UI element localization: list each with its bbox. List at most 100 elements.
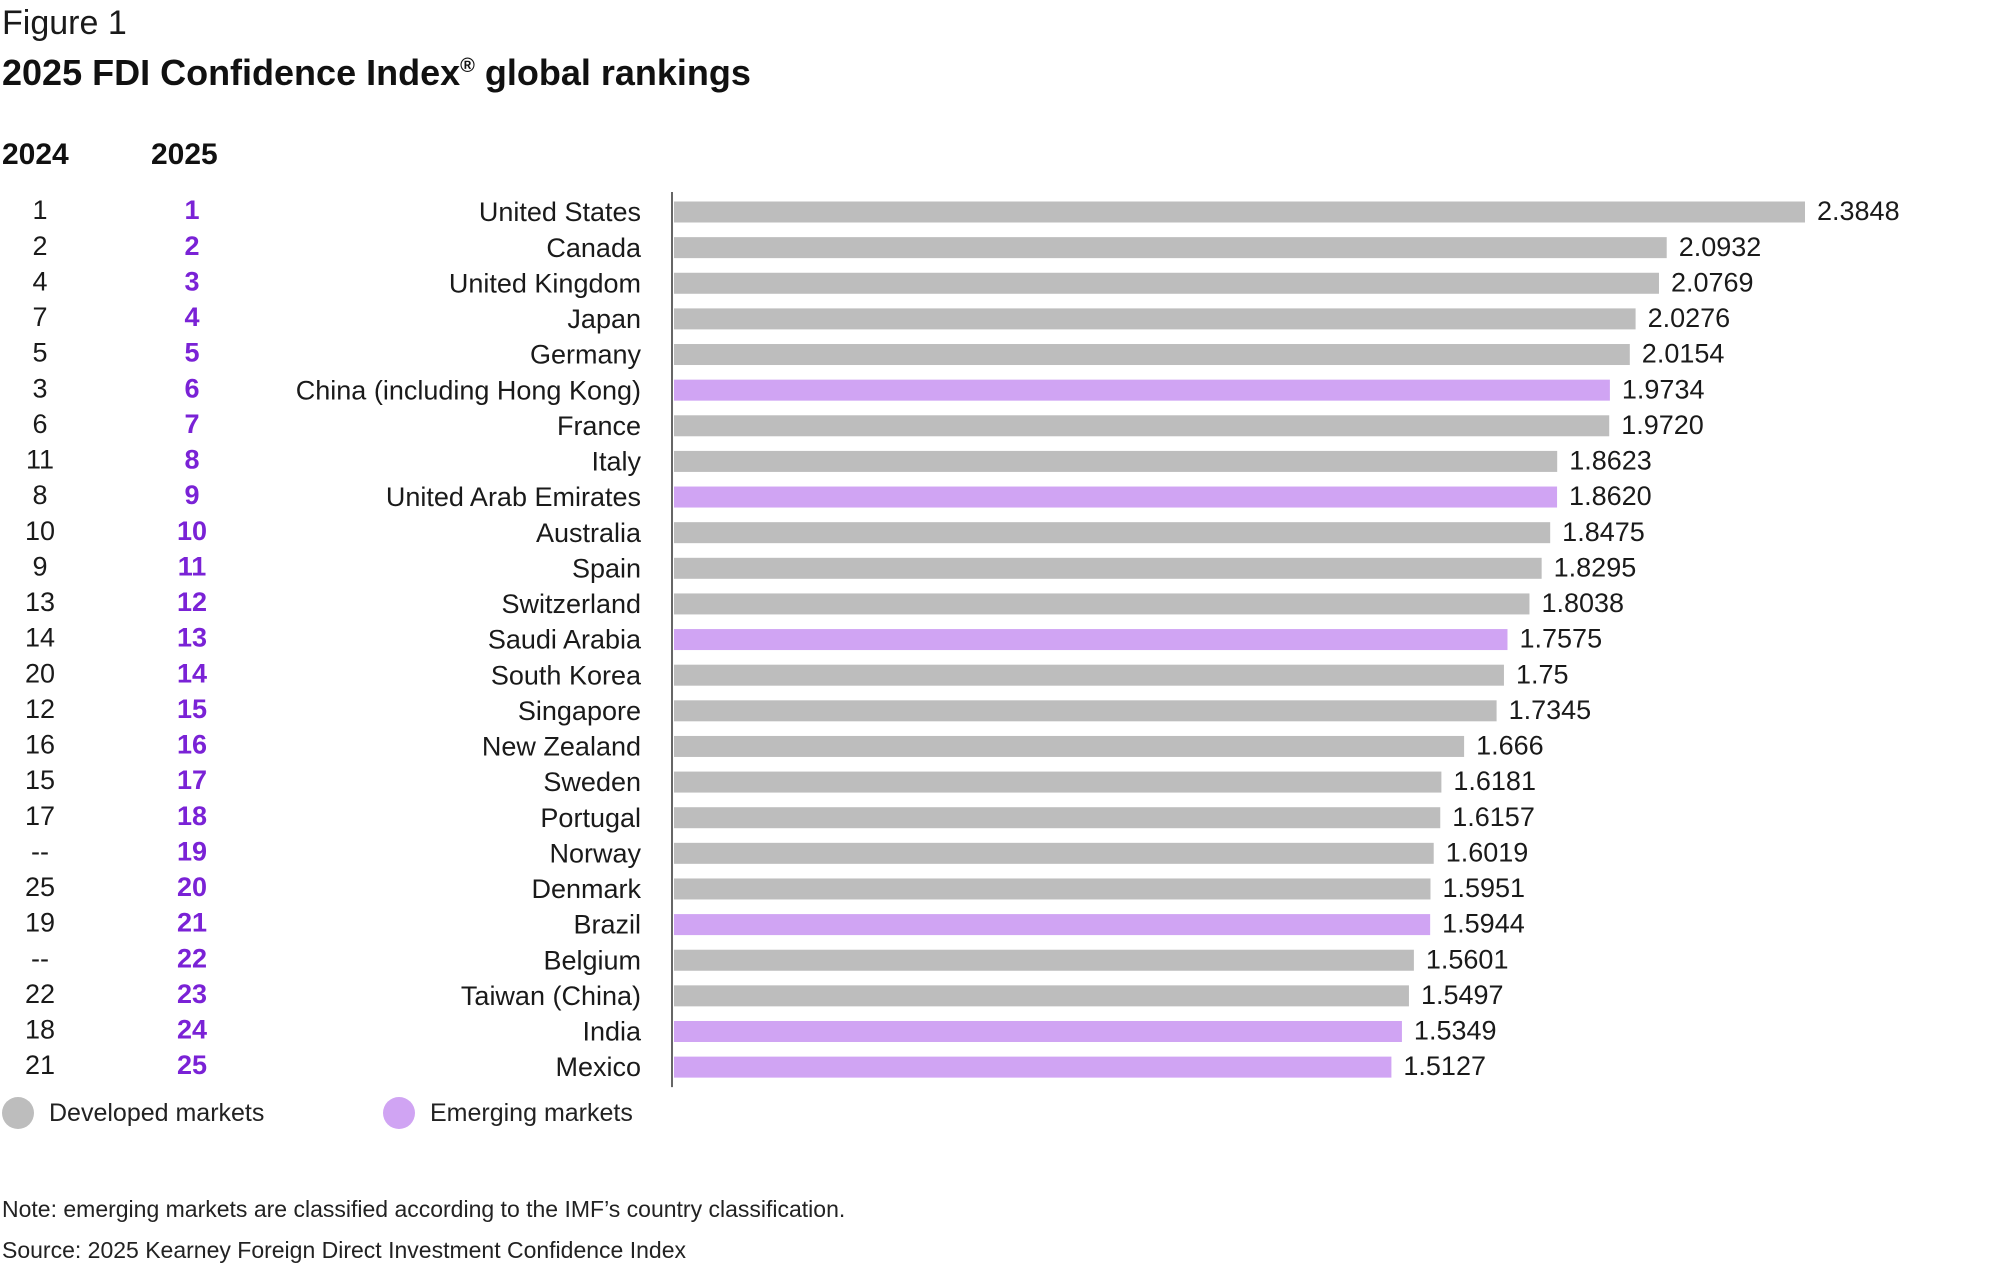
rank-2025: 7 xyxy=(184,409,199,439)
chart-title: 2025 FDI Confidence Index® global rankin… xyxy=(2,52,751,94)
rank-2024: 10 xyxy=(25,516,55,546)
value-label: 1.5601 xyxy=(1426,944,1509,974)
country-label: Portugal xyxy=(540,803,641,833)
country-label: Germany xyxy=(530,340,642,370)
rank-2024: 15 xyxy=(25,765,55,795)
value-label: 1.5127 xyxy=(1403,1051,1486,1081)
column-header-2025: 2025 xyxy=(151,138,218,171)
rank-2024: 9 xyxy=(32,551,47,581)
rank-2024: 20 xyxy=(25,658,55,688)
country-label: India xyxy=(582,1017,642,1047)
rank-2025: 15 xyxy=(177,694,207,724)
bar xyxy=(674,664,1504,686)
bar xyxy=(674,593,1530,615)
value-label: 1.6181 xyxy=(1453,766,1536,796)
value-label: 1.5951 xyxy=(1442,873,1525,903)
value-label: 2.0276 xyxy=(1648,303,1731,333)
value-label: 1.8623 xyxy=(1569,446,1652,476)
bar xyxy=(674,1056,1392,1078)
rank-2024: 22 xyxy=(25,979,55,1009)
bar xyxy=(674,486,1558,508)
country-label: Norway xyxy=(549,838,641,868)
rank-2024: 14 xyxy=(25,623,55,653)
rank-2024: 25 xyxy=(25,872,55,902)
rank-2025: 11 xyxy=(178,551,207,581)
rank-2025: 24 xyxy=(177,1015,207,1045)
bar xyxy=(674,201,1805,223)
country-label: Taiwan (China) xyxy=(461,981,641,1011)
rank-2024: 8 xyxy=(32,480,47,510)
rank-2024: 16 xyxy=(25,730,55,760)
rank-2025: 21 xyxy=(177,908,207,938)
bar xyxy=(674,914,1431,936)
country-label: Australia xyxy=(536,518,642,548)
rank-2024: 4 xyxy=(32,266,47,296)
value-label: 2.3848 xyxy=(1817,196,1900,226)
country-label: Sweden xyxy=(543,767,641,797)
rank-2024: 7 xyxy=(32,302,47,332)
rank-2025: 3 xyxy=(184,266,199,296)
rank-2025: 20 xyxy=(177,872,207,902)
rank-2024: 6 xyxy=(32,409,47,439)
rank-2025: 12 xyxy=(177,587,207,617)
value-label: 1.5349 xyxy=(1414,1016,1497,1046)
value-label: 1.75 xyxy=(1516,659,1569,689)
rank-2025: 2 xyxy=(184,231,199,261)
legend-emerging: Emerging markets xyxy=(383,1096,633,1130)
rank-2025: 8 xyxy=(184,445,199,475)
value-label: 1.9734 xyxy=(1622,374,1705,404)
country-label: Switzerland xyxy=(501,589,641,619)
legend-emerging-swatch xyxy=(383,1097,415,1129)
rank-2025: 6 xyxy=(184,373,199,403)
legend-developed: Developed markets xyxy=(2,1096,264,1130)
rank-2025: 25 xyxy=(177,1050,207,1080)
bar xyxy=(674,878,1431,900)
bar xyxy=(674,842,1434,864)
bar xyxy=(674,344,1630,366)
rank-2025: 1 xyxy=(184,195,199,225)
value-label: 1.9720 xyxy=(1621,410,1704,440)
rank-2025: 5 xyxy=(184,338,199,368)
bar xyxy=(674,700,1497,722)
rank-2025: 23 xyxy=(177,979,207,1009)
country-label: Canada xyxy=(546,233,642,263)
country-label: Singapore xyxy=(518,696,641,726)
rank-2024: 13 xyxy=(25,587,55,617)
value-label: 1.8620 xyxy=(1569,481,1652,511)
bar xyxy=(674,272,1659,294)
bar xyxy=(674,735,1465,757)
rank-2025: 13 xyxy=(177,623,207,653)
rank-2024: 12 xyxy=(25,694,55,724)
value-label: 1.6019 xyxy=(1446,837,1529,867)
value-label: 1.6157 xyxy=(1452,802,1535,832)
value-label: 1.5944 xyxy=(1442,909,1525,939)
bar xyxy=(674,807,1441,829)
value-label: 2.0932 xyxy=(1679,232,1762,262)
figure-label: Figure 1 xyxy=(2,4,127,42)
country-label: Saudi Arabia xyxy=(488,625,642,655)
value-label: 1.8295 xyxy=(1554,552,1637,582)
country-label: United Arab Emirates xyxy=(386,482,641,512)
rank-2025: 18 xyxy=(177,801,207,831)
column-header-2024: 2024 xyxy=(2,138,69,171)
country-label: Mexico xyxy=(555,1052,641,1082)
rank-2024: 2 xyxy=(32,231,47,261)
bar xyxy=(674,522,1551,544)
country-label: United Kingdom xyxy=(449,268,641,298)
rank-2024: -- xyxy=(31,943,49,973)
rank-2024: 3 xyxy=(32,373,47,403)
rank-2024: -- xyxy=(31,836,49,866)
chart-title-tail: global rankings xyxy=(474,52,751,93)
country-label: New Zealand xyxy=(482,732,641,762)
rank-2024: 5 xyxy=(32,338,47,368)
note-text: Note: emerging markets are classified ac… xyxy=(2,1196,846,1222)
value-label: 1.7345 xyxy=(1509,695,1592,725)
value-label: 1.666 xyxy=(1476,731,1544,761)
country-label: China (including Hong Kong) xyxy=(296,375,641,405)
bar xyxy=(674,985,1409,1007)
country-label: France xyxy=(557,411,641,441)
bar xyxy=(674,379,1610,401)
country-label: Denmark xyxy=(531,874,641,904)
rank-2025: 16 xyxy=(177,730,207,760)
